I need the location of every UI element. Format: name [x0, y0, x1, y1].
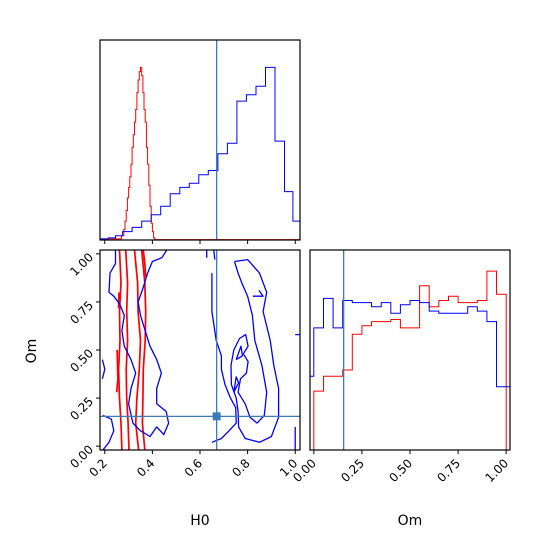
contour-red-line-1	[133, 250, 142, 450]
contour-blue-line-7	[235, 345, 244, 361]
h0-hist-blue-series	[100, 66, 300, 240]
contour-truth-marker	[212, 412, 221, 421]
contour-red-line-6	[115, 349, 119, 393]
om-hist-blue-series	[310, 297, 510, 450]
contour-red-line-0	[117, 250, 123, 450]
contour-red-line-2	[124, 250, 130, 450]
om-histogram-series	[310, 270, 510, 450]
contour-blue-line-6	[211, 273, 237, 443]
contour-blue-line-8	[233, 376, 240, 393]
contour-blue-line-5	[230, 258, 280, 443]
x-axis-label-h0: H0	[190, 513, 209, 529]
h0-histogram-panel	[99, 39, 301, 244]
h0-hist-red-series	[100, 66, 300, 240]
contour-blue-line-4	[213, 250, 216, 260]
contour-blue-line-0	[108, 250, 170, 438]
contour-red-line-3	[140, 250, 147, 450]
om-hist-red-series	[310, 270, 510, 450]
contour-red-line-4	[142, 250, 147, 277]
contour-blue-line-9	[252, 290, 264, 297]
y-axis-label-om: Om	[24, 339, 40, 364]
contour-blue-line-1	[101, 359, 106, 379]
x-axis-label-om: Om	[398, 513, 423, 529]
contour-series	[101, 250, 300, 450]
h0-histogram-series	[100, 66, 300, 240]
contour-red-line-5	[117, 292, 122, 309]
contour-blue-line-2	[102, 414, 115, 450]
